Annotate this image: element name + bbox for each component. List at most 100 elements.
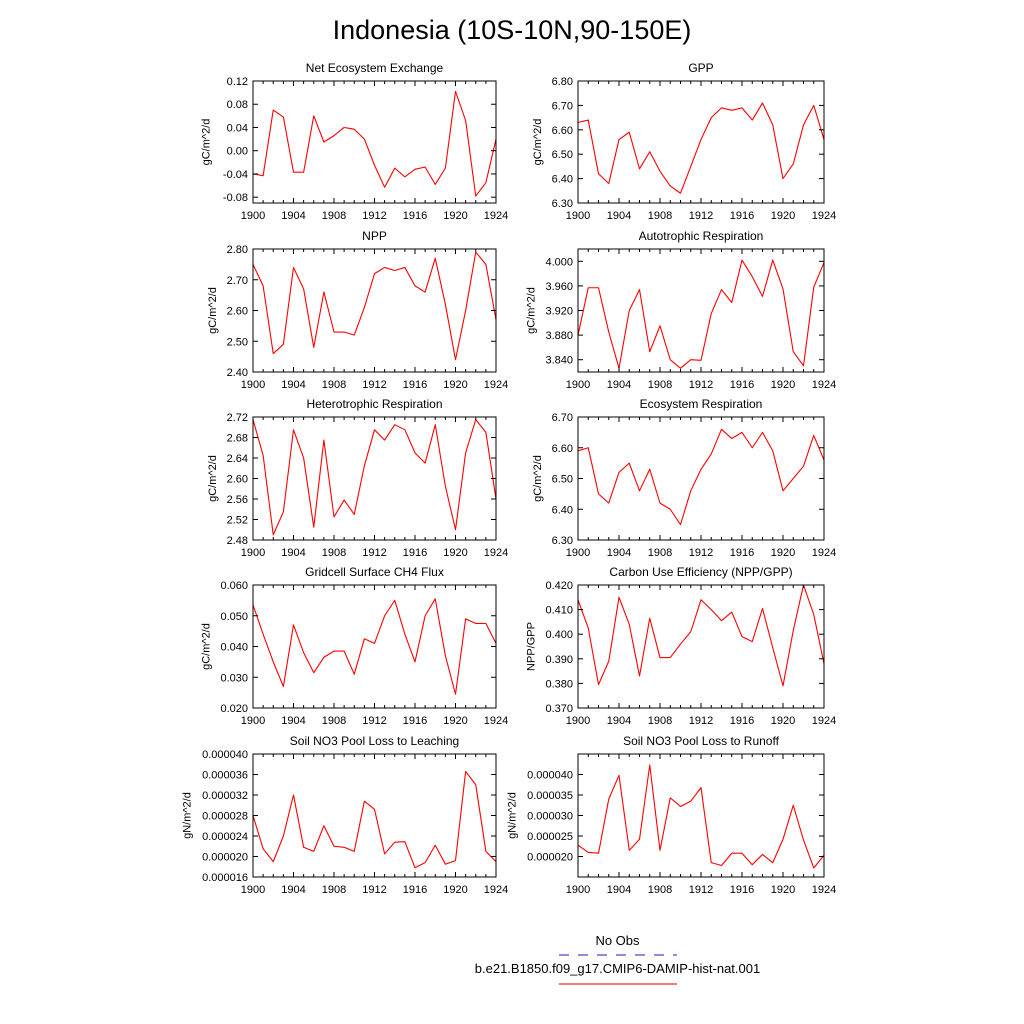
x-tick-label: 1912 — [689, 210, 713, 222]
y-tick-label: 6.30 — [552, 198, 573, 210]
y-tick-label: 2.64 — [227, 453, 248, 465]
panel-title: GPP — [688, 61, 713, 75]
chart-panel: 1900 1904 1908 1912 1916 1920 1924 0.020 0.030 0.… — [201, 565, 509, 727]
x-tick-label: 1908 — [322, 547, 346, 559]
y-tick-label: 2.40 — [227, 367, 248, 379]
x-tick-label: 1912 — [362, 715, 386, 727]
x-tick-label: 1912 — [689, 547, 713, 559]
y-tick-label: 0.000035 — [527, 790, 573, 802]
chart-panel: 1900 1904 1908 1912 1916 1920 1924 3.840 3.880 3.… — [526, 229, 837, 391]
x-tick-label: 1916 — [730, 379, 754, 391]
y-tick-label: 0.000028 — [202, 811, 248, 823]
y-tick-label: 0.000036 — [202, 770, 248, 782]
chart-panel: 1900 1904 1908 1912 1916 1920 1924 6.30 6.40 6.50… — [532, 397, 836, 559]
x-tick-label: 1900 — [566, 210, 590, 222]
x-tick-label: 1908 — [322, 715, 346, 727]
y-tick-label: 2.70 — [227, 275, 248, 287]
y-axis-label: gN/m^2/d — [182, 792, 194, 839]
panel-title: Carbon Use Efficiency (NPP/GPP) — [609, 565, 792, 579]
y-tick-label: 3.960 — [545, 281, 573, 293]
x-tick-label: 1916 — [403, 210, 427, 222]
plot-frame — [577, 80, 825, 204]
y-tick-label: 6.40 — [552, 504, 573, 516]
y-tick-label: 0.000030 — [527, 811, 573, 823]
y-tick-label: 0.000025 — [527, 831, 573, 843]
y-tick-label: 6.50 — [552, 474, 573, 486]
y-tick-label: -0.04 — [223, 169, 248, 181]
x-tick-label: 1924 — [484, 379, 508, 391]
chart-panel: 1900 1904 1908 1912 1916 1920 1924 6.30 6.40 6.50… — [532, 61, 836, 222]
x-tick-label: 1912 — [362, 379, 386, 391]
y-tick-label: 0.000032 — [202, 790, 248, 802]
x-tick-label: 1904 — [281, 715, 305, 727]
series-line — [577, 428, 825, 526]
y-tick-label: 0.040 — [220, 642, 248, 654]
x-tick-label: 1916 — [403, 547, 427, 559]
y-tick-label: 0.050 — [220, 611, 248, 623]
chart-panel: 1900 1904 1908 1912 1916 1920 1924 0.000016 0.00… — [182, 734, 509, 896]
x-tick-label: 1900 — [566, 379, 590, 391]
plot-frame — [252, 248, 497, 373]
y-tick-label: 0.060 — [220, 580, 248, 592]
y-tick-label: 0.410 — [545, 605, 573, 617]
x-tick-label: 1908 — [648, 379, 672, 391]
y-tick-label: 0.400 — [545, 629, 573, 641]
y-tick-label: 2.50 — [227, 336, 248, 348]
x-tick-label: 1920 — [443, 210, 467, 222]
y-tick-label: 0.370 — [545, 703, 573, 715]
y-tick-label: 0.000040 — [202, 749, 248, 761]
x-tick-label: 1920 — [771, 884, 795, 896]
x-tick-label: 1920 — [443, 379, 467, 391]
y-tick-label: 6.60 — [552, 443, 573, 455]
x-tick-label: 1916 — [403, 715, 427, 727]
y-tick-label: 3.920 — [545, 306, 573, 318]
series-line — [252, 419, 497, 536]
chart-panel: 1900 1904 1908 1912 1916 1920 1924 2.48 2.52 2.56… — [207, 397, 508, 559]
y-tick-label: 6.70 — [552, 412, 573, 424]
y-tick-label: -0.08 — [223, 192, 248, 204]
x-tick-label: 1916 — [403, 379, 427, 391]
x-tick-label: 1920 — [771, 210, 795, 222]
plot-frame — [577, 416, 825, 541]
figure-title: Indonesia (10S-10N,90-150E) — [332, 15, 692, 45]
x-tick-label: 1920 — [443, 884, 467, 896]
panel-title: Soil NO3 Pool Loss to Leaching — [290, 734, 459, 748]
y-tick-label: 6.70 — [552, 100, 573, 112]
x-tick-label: 1916 — [403, 884, 427, 896]
panel-title: Heterotrophic Respiration — [306, 397, 442, 411]
y-tick-label: 6.30 — [552, 535, 573, 547]
panel-title: Gridcell Surface CH4 Flux — [305, 565, 444, 579]
x-tick-label: 1912 — [362, 884, 386, 896]
x-tick-label: 1908 — [322, 210, 346, 222]
x-tick-label: 1904 — [281, 379, 305, 391]
x-tick-label: 1900 — [241, 210, 265, 222]
chart-panel: 1900 1904 1908 1912 1916 1920 1924 -0.08 -0.04 0.… — [201, 61, 509, 222]
series-line — [577, 259, 825, 369]
x-tick-label: 1904 — [281, 547, 305, 559]
x-tick-label: 1908 — [648, 884, 672, 896]
x-tick-label: 1904 — [607, 547, 631, 559]
y-axis-label: gC/m^2/d — [207, 287, 219, 334]
x-tick-label: 1920 — [771, 715, 795, 727]
legend-model-label: b.e21.B1850.f09_g17.CMIP6-DAMIP-hist-nat… — [474, 961, 761, 976]
x-tick-label: 1916 — [730, 210, 754, 222]
plot-frame — [577, 584, 825, 709]
x-tick-label: 1904 — [281, 210, 305, 222]
x-tick-label: 1908 — [648, 547, 672, 559]
y-axis-label: gC/m^2/d — [532, 455, 544, 502]
y-tick-label: 6.60 — [552, 125, 573, 137]
y-tick-label: 0.030 — [220, 672, 248, 684]
series-line — [252, 251, 497, 361]
y-tick-label: 0.000016 — [202, 872, 248, 884]
x-tick-label: 1916 — [730, 884, 754, 896]
x-tick-label: 1900 — [566, 547, 590, 559]
x-tick-label: 1908 — [648, 210, 672, 222]
x-tick-label: 1916 — [730, 547, 754, 559]
y-tick-label: 0.000024 — [202, 831, 248, 843]
y-tick-label: 0.000020 — [527, 852, 573, 864]
y-axis-label: gC/m^2/d — [201, 119, 213, 166]
y-tick-label: 3.880 — [545, 330, 573, 342]
x-tick-label: 1908 — [322, 884, 346, 896]
legend-obs-label: No Obs — [595, 933, 640, 948]
x-tick-label: 1920 — [771, 379, 795, 391]
